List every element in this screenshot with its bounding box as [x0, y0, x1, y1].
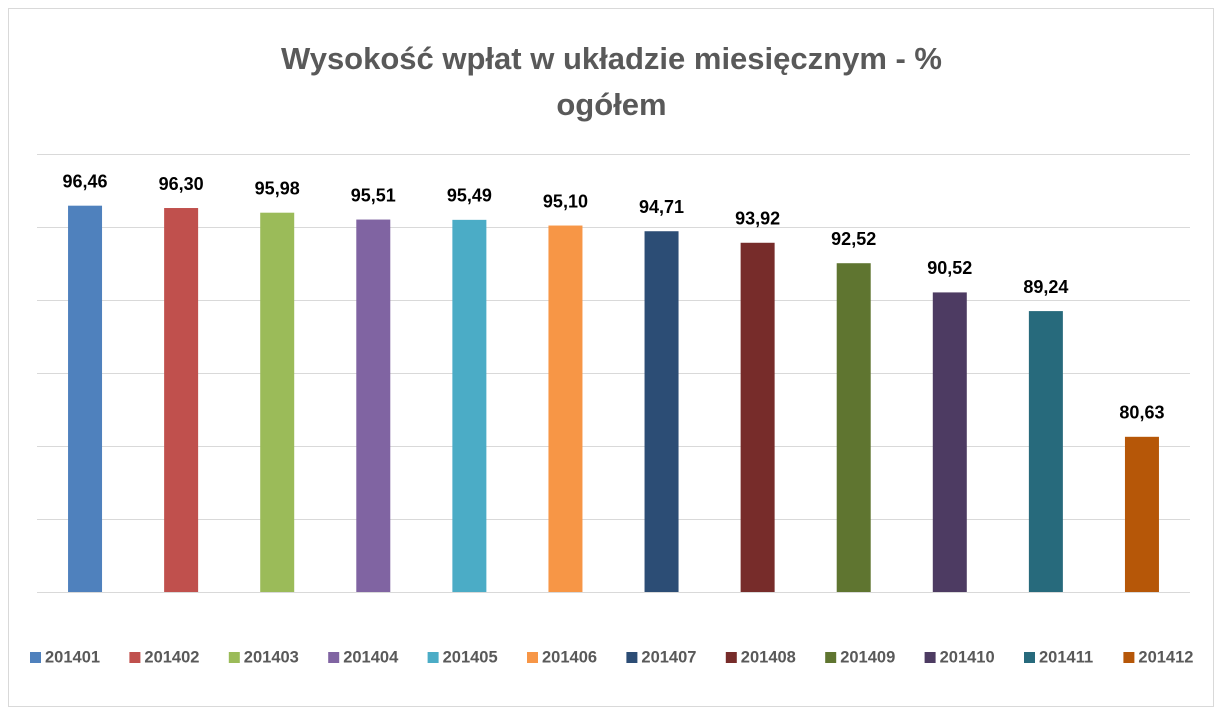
- legend-label: 201407: [641, 648, 696, 666]
- legend-label: 201411: [1039, 648, 1093, 666]
- legend-label: 201406: [542, 648, 597, 666]
- data-label: 92,52: [831, 229, 876, 249]
- legend-swatch: [228, 652, 240, 663]
- legend-label: 201402: [144, 648, 199, 666]
- bar: [548, 225, 583, 593]
- legend-label: 201405: [443, 648, 498, 666]
- data-label: 95,51: [351, 185, 396, 205]
- legend-swatch: [527, 652, 538, 663]
- legend-label: 201401: [45, 648, 100, 666]
- legend-label: 201403: [244, 648, 299, 666]
- data-label: 90,52: [927, 258, 972, 278]
- data-label: 95,10: [543, 191, 588, 211]
- bar: [1124, 436, 1159, 592]
- bar: [164, 208, 199, 592]
- data-label: 96,30: [159, 174, 204, 194]
- legend-swatch: [129, 652, 141, 663]
- legend-label: 201412: [1138, 648, 1193, 666]
- legend-swatch: [924, 652, 936, 663]
- bar: [68, 205, 103, 592]
- legend-label: 201404: [343, 648, 399, 666]
- chart-title: Wysokość wpłat w układzie miesięcznym - …: [281, 41, 942, 122]
- data-label: 94,71: [639, 197, 684, 217]
- bar: [740, 242, 775, 592]
- bar: [644, 231, 679, 592]
- legend-swatch: [626, 652, 638, 663]
- data-label: 89,24: [1023, 277, 1068, 297]
- legend-label: 201409: [840, 648, 895, 666]
- legend-swatch: [1024, 652, 1035, 663]
- data-label: 80,63: [1119, 403, 1164, 423]
- bar: [836, 263, 871, 592]
- data-label: 95,49: [447, 186, 492, 206]
- title-box: Wysokość wpłat w układzie miesięcznym - …: [0, 36, 1223, 128]
- bar: [932, 292, 967, 592]
- legend-label: 201410: [940, 648, 995, 666]
- legend-swatch: [328, 652, 340, 663]
- bar: [356, 219, 391, 592]
- bar: [260, 212, 295, 592]
- bar: [452, 219, 487, 592]
- data-label: 96,46: [63, 171, 108, 191]
- data-label: 95,98: [255, 178, 300, 198]
- chart-border: [8, 8, 1214, 707]
- legend-swatch: [1123, 652, 1135, 663]
- legend-swatch: [427, 652, 439, 663]
- legend-swatch: [30, 652, 41, 663]
- data-label: 93,92: [735, 209, 780, 229]
- legend-swatch: [825, 652, 837, 663]
- legend-label: 201408: [741, 648, 796, 666]
- bar: [1028, 311, 1063, 592]
- legend-swatch: [725, 652, 737, 663]
